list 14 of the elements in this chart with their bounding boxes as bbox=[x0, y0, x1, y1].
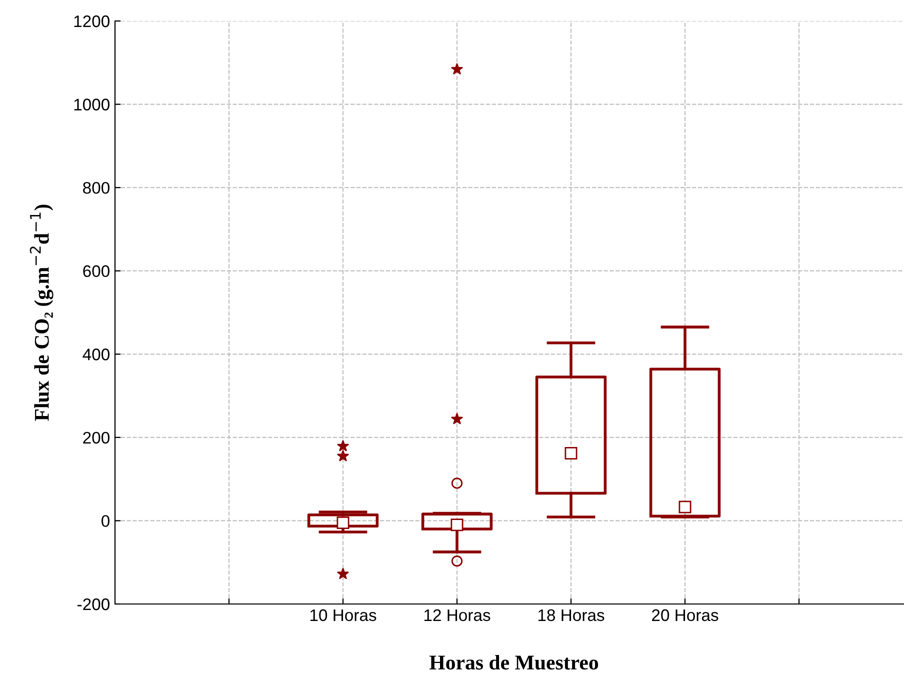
y-axis-title: Flux de CO₂ (g.m$^{−2}$d$^{−1}$) bbox=[30, 204, 54, 421]
y-tick-label: 200 bbox=[83, 432, 110, 444]
y-tick-label: 1200 bbox=[74, 15, 110, 28]
y-tick-label: 800 bbox=[83, 182, 110, 194]
x-tick-label: 20 Horas bbox=[652, 609, 718, 622]
x-axis-title: Horas de Muestreo bbox=[429, 654, 598, 670]
y-tick-label: 1000 bbox=[74, 98, 110, 110]
y-tick-label: 0 bbox=[102, 515, 110, 527]
y-tick-label: -200 bbox=[78, 598, 110, 610]
x-tick-label: 12 Horas bbox=[424, 609, 490, 622]
y-tick-label: 400 bbox=[82, 348, 110, 360]
x-tick-label: 18 Horas bbox=[538, 609, 604, 622]
y-tick-label: 600 bbox=[83, 265, 110, 278]
x-tick-label: 10 Horas bbox=[310, 609, 376, 622]
